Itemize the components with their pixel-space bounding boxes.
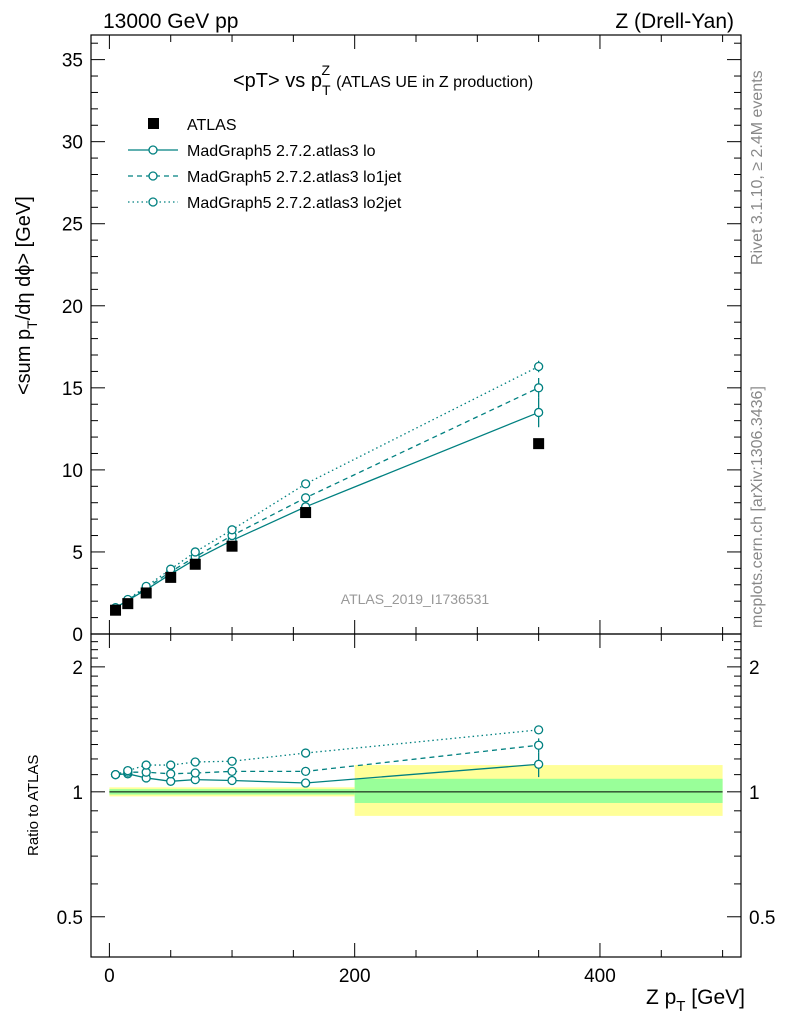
legend-label-atlas: ATLAS	[187, 117, 237, 134]
legend-label-lo1jet: MadGraph5 2.7.2.atlas3 lo1jet	[187, 169, 402, 186]
ratio-y-tick-label-right: 1	[749, 783, 760, 804]
ratio-series-point	[110, 769, 121, 780]
rivet-label: Rivet 3.1.10, ≥ 2.4M events	[749, 70, 766, 265]
xlabel-part-1: Z p	[646, 986, 676, 1009]
ratio-series-point	[533, 759, 544, 769]
atlas-data-point	[140, 587, 152, 599]
x-tick-label: 400	[584, 966, 616, 987]
main-ylabel: <sum pT/dη dϕ> [GeV]	[13, 196, 40, 395]
ratio-xlabel: Z pT [GeV]	[646, 986, 745, 1015]
main-series-group	[110, 360, 545, 616]
atlas-data-point	[122, 598, 134, 610]
x-tick-label: 200	[339, 966, 371, 987]
ratio-series-point	[227, 766, 237, 777]
ratio-series-point	[227, 775, 237, 786]
main-series-point	[300, 493, 311, 503]
main-title: <pT> vs pTZ (ATLAS UE in Z production)	[233, 62, 533, 98]
ratio-series-point	[533, 725, 544, 735]
ratio-series-group	[110, 725, 544, 788]
main-y-tick-label: 35	[62, 51, 83, 72]
ratio-ylabel: Ratio to ATLAS	[25, 755, 42, 856]
watermark: ATLAS_2019_I1736531	[341, 591, 490, 607]
ratio-series-point	[166, 760, 176, 770]
ratio-series-point	[166, 776, 176, 786]
main-series-point	[190, 547, 200, 557]
main-y-ticks: 0 5 10 15 20 25 30 35	[62, 35, 741, 646]
ratio-series-line-dashed	[115, 744, 539, 776]
atlas-data-point	[165, 571, 177, 583]
title-sub: T	[322, 82, 331, 98]
ratio-y-tick-label: 2	[72, 658, 83, 679]
ratio-series-point	[166, 769, 176, 779]
main-y-tick-label: 20	[62, 297, 83, 318]
legend-marker-lo1jet	[148, 171, 158, 181]
xlabel-part-2: T	[676, 998, 685, 1015]
ratio-series-point	[300, 748, 311, 758]
mcplots-label: mcplots.cern.ch [arXiv:1306.3436]	[749, 386, 766, 628]
atlas-data-point	[533, 438, 545, 450]
ratio-series-point	[533, 740, 544, 750]
legend-label-lo: MadGraph5 2.7.2.atlas3 lo	[187, 143, 376, 160]
ratio-series-point	[123, 765, 133, 776]
header-left: 13000 GeV pp	[103, 10, 238, 33]
ratio-y-tick-label-right: 2	[749, 658, 760, 679]
main-y-tick-label: 15	[62, 379, 83, 400]
main-series-point	[533, 361, 544, 372]
ratio-series-point	[300, 778, 311, 788]
main-series-point	[227, 525, 237, 535]
legend-marker-lo2jet	[148, 197, 158, 207]
ratio-series-point	[141, 760, 151, 770]
ratio-stat-band	[354, 778, 723, 803]
x-tick-label: 0	[104, 966, 115, 987]
header-right: Z (Drell-Yan)	[615, 10, 734, 33]
legend-marker-atlas	[148, 118, 159, 129]
main-y-tick-label: 30	[62, 133, 83, 154]
main-y-tick-label: 10	[62, 461, 83, 482]
ratio-series-point	[190, 757, 200, 767]
legend-label-lo2jet: MadGraph5 2.7.2.atlas3 lo2jet	[187, 195, 402, 212]
ratio-y-ticks: 0.5 0.5 1 1 2 2	[57, 641, 775, 958]
legend: ATLAS MadGraph5 2.7.2.atlas3 lo MadGraph…	[128, 117, 402, 212]
title-sup: Z	[322, 62, 331, 78]
atlas-data-point	[226, 540, 238, 552]
ylabel-part-1: <sum p	[13, 329, 35, 395]
ylabel-part-2: T	[24, 320, 40, 329]
ratio-panel: 0.5 0.5 1 1 2 2 0 200 400 Ratio to ATLAS Z pT […	[25, 633, 775, 1015]
main-y-tick-label: 5	[72, 543, 83, 564]
title-main: <pT> vs p	[233, 70, 322, 92]
main-panel: 0 5 10 15 20 25 30 35 ATLAS_2019_I1736531 <pT> …	[13, 34, 742, 646]
xlabel-part-3: [GeV]	[685, 986, 745, 1009]
main-series-point	[533, 407, 544, 418]
ylabel-part-3: /dη dϕ> [GeV]	[13, 196, 35, 320]
ratio-y-tick-label-right: 0.5	[749, 908, 775, 929]
ratio-series-point	[227, 756, 237, 766]
x-ticks: 0 200 400	[104, 634, 724, 987]
ratio-series-point	[190, 768, 200, 778]
main-series-point	[533, 383, 544, 393]
atlas-data-point	[300, 507, 312, 519]
ratio-y-tick-label: 0.5	[57, 908, 83, 929]
atlas-data-point	[110, 604, 122, 616]
title-rest: (ATLAS UE in Z production)	[336, 74, 533, 91]
main-y-tick-label: 25	[62, 215, 83, 236]
atlas-data-point	[189, 558, 201, 570]
legend-marker-lo	[148, 145, 158, 155]
ratio-y-tick-label: 1	[72, 783, 83, 804]
ratio-bands	[109, 765, 723, 816]
ratio-series-point	[300, 766, 311, 777]
main-series-point	[300, 479, 311, 489]
main-y-tick-label: 0	[72, 625, 83, 646]
main-series-line-solid	[115, 411, 539, 609]
